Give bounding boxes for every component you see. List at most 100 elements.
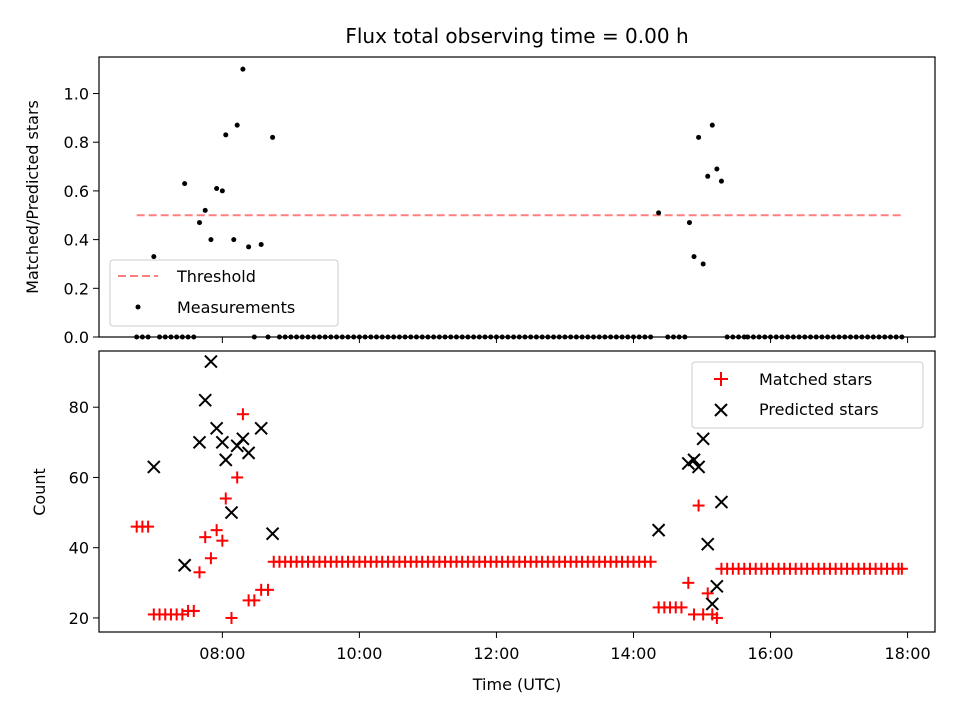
matched-star-point [675, 601, 688, 614]
predicted-star-point [198, 393, 212, 407]
predicted-star-point [651, 523, 666, 537]
predicted-legend-swatch [714, 403, 728, 417]
predicted-star-point [224, 505, 239, 520]
measurement-point [258, 241, 264, 247]
x-tick-label: 10:00 [336, 644, 382, 663]
matched-star-point [210, 524, 223, 537]
ratio-panel: 0.0 0.2 0.4 0.6 0.8 1.0 Matched/Predicted sta… [23, 56, 936, 347]
measurement-point [246, 244, 252, 250]
matched-star-point [262, 583, 275, 596]
predicted-star-point [265, 526, 280, 541]
matched-star-point [710, 611, 723, 624]
matched-star-point [187, 604, 200, 617]
measurement-point [691, 254, 697, 260]
measurement-point [718, 178, 724, 184]
predicted-star-point [705, 597, 720, 611]
measurement-point [214, 185, 220, 191]
measurement-point [656, 210, 662, 216]
predicted-star-point [691, 460, 706, 474]
matched-star-point [895, 562, 908, 575]
measurement-point [223, 132, 229, 138]
measurement-point [686, 220, 692, 226]
matched-star-point [199, 531, 212, 544]
ratio-y-tick-label: 0.6 [64, 182, 89, 201]
chart-title: Flux total observing time = 0.00 h [345, 24, 688, 48]
ratio-y-axis-label: Matched/Predicted stars [23, 100, 42, 294]
predicted-star-point [192, 435, 207, 450]
measurement-point [231, 237, 237, 243]
predicted-star-point [204, 354, 218, 369]
predicted-star-point [236, 432, 250, 446]
matched-star-point [248, 594, 261, 607]
matched-star-point [193, 566, 206, 579]
count-panel-frame [98, 350, 936, 633]
measurement-point [709, 122, 715, 128]
x-axis-label: Time (UTC) [472, 675, 561, 694]
measurement-point [240, 66, 246, 72]
ratio-y-tick-label: 0.0 [64, 328, 89, 347]
predicted-star-point [254, 421, 268, 435]
matched-star-point [682, 576, 695, 589]
measurement-point [197, 220, 203, 226]
x-tick-label: 12:00 [473, 644, 519, 663]
matched-star-point [142, 520, 155, 533]
matched-star-point [644, 555, 657, 568]
threshold-legend-label: Threshold [176, 267, 256, 286]
count-y-tick-label: 20 [69, 609, 89, 628]
count-y-tick-label: 80 [69, 398, 89, 417]
matched-legend-swatch [714, 372, 728, 386]
count-legend-frame [691, 361, 924, 429]
predicted-star-point [215, 435, 230, 450]
measurement-point [208, 237, 214, 243]
matched-star-point [701, 587, 714, 600]
matched-star-point [225, 611, 238, 624]
count-y-axis-label: Count [30, 468, 49, 516]
ratio-legend: Threshold Measurements [109, 259, 339, 327]
measurements-legend-label: Measurements [177, 298, 295, 317]
x-tick-label: 14:00 [610, 644, 656, 663]
measurement-point [705, 173, 711, 179]
predicted-star-point [710, 579, 724, 594]
x-tick-label: 08:00 [199, 644, 245, 663]
predicted-star-point [701, 537, 715, 551]
predicted-star-point [714, 495, 729, 509]
measurement-point [270, 134, 276, 140]
matched-star-point [216, 534, 229, 547]
count-legend: Matched stars Predicted stars [691, 361, 924, 429]
matched-star-point [204, 552, 217, 565]
predicted-legend-label: Predicted stars [759, 400, 879, 419]
predicted-star-point [209, 421, 224, 435]
matched-star-point [231, 471, 244, 484]
matched-star-point [692, 499, 705, 512]
ratio-panel-frame [98, 56, 936, 338]
ratio-y-tick-label: 0.4 [64, 231, 89, 250]
measurement-point [151, 254, 157, 260]
count-panel: 20 40 60 80 08:00 10:00 12:00 14:00 16:00 18:00 C… [30, 350, 936, 694]
predicted-star-point [147, 460, 161, 474]
matched-legend-label: Matched stars [759, 370, 872, 389]
measurement-point [202, 207, 208, 213]
measurement-point [714, 166, 720, 172]
measurement-point [696, 134, 702, 140]
predicted-star-point [687, 453, 701, 467]
ratio-y-tick-label: 1.0 [64, 85, 89, 104]
predicted-star-point [219, 453, 233, 467]
x-tick-label: 16:00 [747, 644, 793, 663]
measurement-point [700, 261, 706, 267]
count-y-tick-label: 60 [69, 468, 89, 487]
matched-star-point [236, 408, 249, 421]
ratio-legend-frame [109, 259, 339, 327]
x-tick-label: 18:00 [885, 644, 931, 663]
count-y-tick-label: 40 [69, 539, 89, 558]
predicted-star-point [241, 446, 256, 460]
predicted-star-point [696, 432, 710, 446]
measurement-point [182, 181, 188, 187]
measurement-point [219, 188, 225, 194]
measurements-legend-swatch [135, 304, 141, 310]
predicted-star-point [177, 558, 192, 572]
ratio-y-tick-label: 0.8 [64, 133, 89, 152]
matched-star-point [219, 492, 232, 505]
ratio-y-tick-label: 0.2 [64, 279, 89, 298]
